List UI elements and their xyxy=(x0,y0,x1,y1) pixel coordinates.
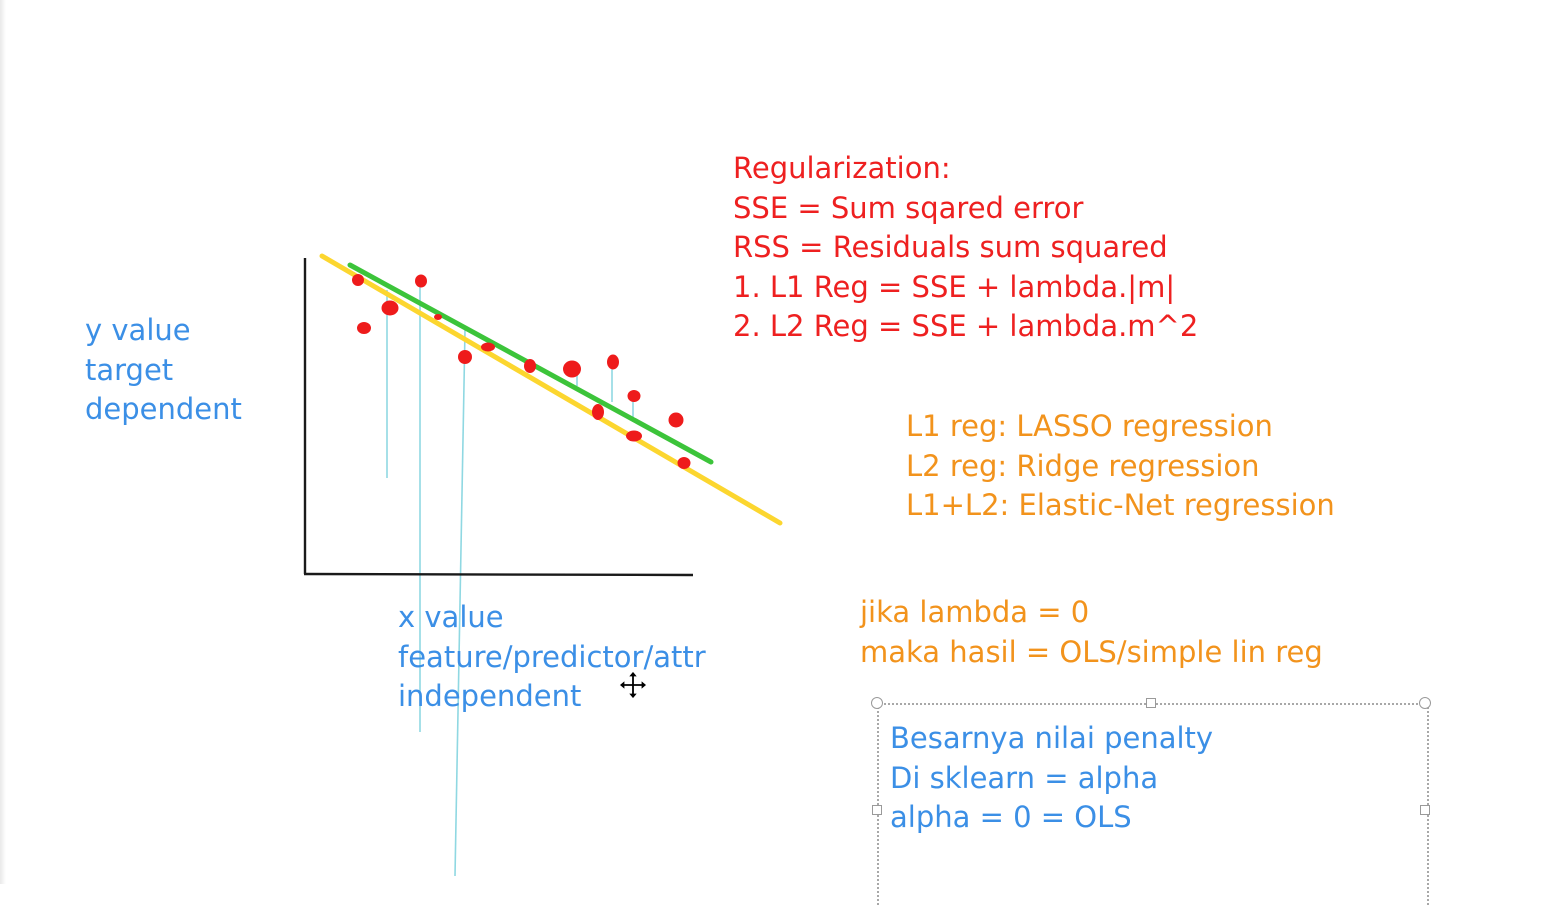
data-point xyxy=(524,359,536,373)
move-cursor-icon xyxy=(618,670,648,700)
penalty-line: alpha = 0 = OLS xyxy=(890,800,1132,835)
y-label-line: y value xyxy=(85,313,191,347)
lambda-notes: jika lambda = 0 maka hasil = OLS/simple … xyxy=(860,593,1323,672)
sketch-canvas[interactable] xyxy=(0,0,1541,884)
data-point xyxy=(434,314,442,320)
y-label-line: dependent xyxy=(85,392,242,427)
x-axis-line xyxy=(303,572,694,577)
data-point xyxy=(677,457,691,469)
x-label-line: independent xyxy=(398,679,582,714)
regularization-line: RSS = Residuals sum squared xyxy=(733,230,1168,265)
regression-type-line: L1 reg: LASSO regression xyxy=(906,409,1273,443)
regularization-line: 1. L1 Reg = SSE + lambda.|m| xyxy=(733,269,1176,304)
data-point xyxy=(481,342,495,352)
regression-type-line: L2 reg: Ridge regression xyxy=(906,448,1260,483)
y-axis-label: y value target dependent xyxy=(85,311,242,430)
residual-lines xyxy=(386,284,634,877)
lambda-line: jika lambda = 0 xyxy=(860,595,1090,629)
yellow-regression-line xyxy=(319,253,783,526)
y-label-line: target xyxy=(85,352,174,387)
penalty-line: Di sklearn = alpha xyxy=(890,760,1159,795)
regression-type-line: L1+L2: Elastic-Net regression xyxy=(906,488,1335,523)
penalty-textbox-content[interactable]: Besarnya nilai penalty Di sklearn = alph… xyxy=(890,719,1213,838)
data-point xyxy=(668,412,684,428)
data-point xyxy=(592,404,604,420)
residual-line xyxy=(454,329,466,877)
data-point xyxy=(563,360,581,378)
data-point xyxy=(415,274,427,288)
regularization-line: Regularization: xyxy=(733,151,951,185)
resize-handle-middle-right[interactable] xyxy=(1420,805,1430,815)
regularization-line: 2. L2 Reg = SSE + lambda.m^2 xyxy=(733,309,1199,344)
resize-handle-top-right[interactable] xyxy=(1419,697,1431,709)
x-label-line: feature/predictor/attr xyxy=(398,639,706,674)
data-point xyxy=(607,354,619,370)
data-point xyxy=(627,390,641,402)
chart-axes xyxy=(303,258,694,577)
data-point xyxy=(626,430,642,442)
regularization-notes: Regularization: SSE = Sum sqared error R… xyxy=(733,149,1198,347)
lambda-line: maka hasil = OLS/simple lin reg xyxy=(860,634,1323,669)
penalty-line: Besarnya nilai penalty xyxy=(890,721,1214,755)
resize-handle-middle-left[interactable] xyxy=(872,805,882,815)
resize-handle-top-middle[interactable] xyxy=(1146,698,1156,708)
data-points xyxy=(352,274,691,469)
x-axis-label: x value feature/predictor/attr independe… xyxy=(398,598,706,717)
regularization-line: SSE = Sum sqared error xyxy=(733,190,1084,225)
page-edge-shadow xyxy=(0,0,6,884)
data-point xyxy=(352,274,364,286)
data-point xyxy=(357,322,371,334)
x-label-line: x value xyxy=(398,600,504,634)
resize-handle-top-left[interactable] xyxy=(871,697,883,709)
data-point xyxy=(458,350,472,364)
regression-types-notes: L1 reg: LASSO regression L2 reg: Ridge r… xyxy=(906,407,1335,526)
data-point xyxy=(381,300,399,316)
